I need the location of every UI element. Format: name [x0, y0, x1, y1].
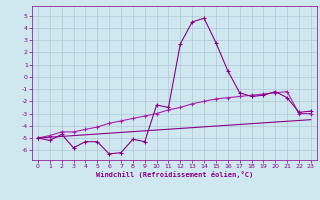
X-axis label: Windchill (Refroidissement éolien,°C): Windchill (Refroidissement éolien,°C): [96, 171, 253, 178]
